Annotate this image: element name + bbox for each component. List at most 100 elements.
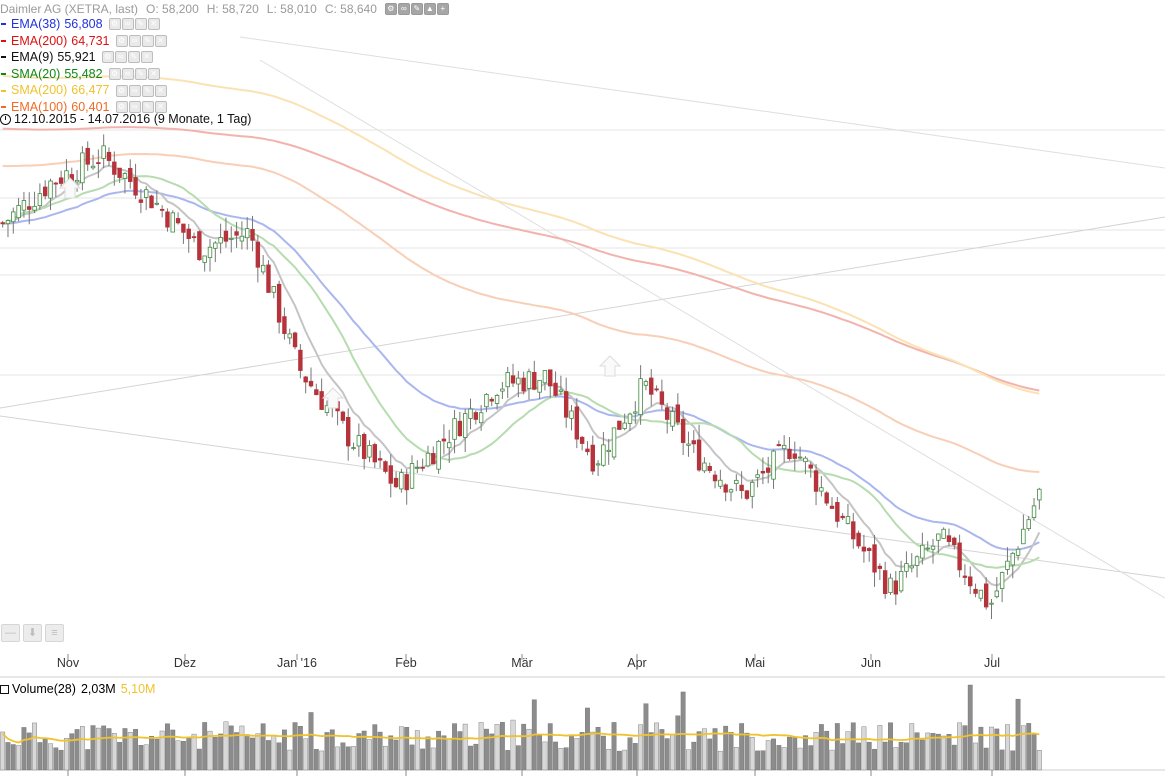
legend-controls[interactable]: ⚙ ∞ ✎ ✕: [115, 34, 167, 47]
candle-body: [218, 237, 223, 244]
arrow-marker: [58, 177, 82, 199]
delete-icon[interactable]: ✕: [140, 51, 153, 64]
candle-body: [383, 461, 388, 472]
indicator-line: [2, 175, 1040, 569]
menu-icon[interactable]: ≡: [45, 624, 64, 642]
edit-icon[interactable]: ✎: [134, 18, 147, 31]
candle-body: [994, 590, 1000, 598]
volume-bar: [117, 742, 123, 771]
volume-bar: [962, 725, 968, 771]
candle-body: [606, 449, 611, 452]
candle-body: [340, 411, 346, 421]
minus-icon[interactable]: —: [1, 624, 20, 642]
candle-body: [1015, 548, 1021, 556]
legend-controls[interactable]: ⚙ ∞ ✎ ✕: [115, 84, 167, 97]
volume-bar: [372, 724, 378, 771]
header-controls[interactable]: ⚙ ∞ ✎ ▲ +: [384, 2, 449, 15]
link-icon[interactable]: ∞: [128, 101, 141, 114]
candle-body: [712, 474, 718, 482]
volume-bar: [872, 748, 877, 771]
candle-body: [90, 165, 96, 169]
candle-body: [851, 521, 856, 540]
legend-controls[interactable]: ⚙ ∞ ✎ ✕: [108, 18, 160, 31]
volume-bar: [207, 730, 213, 771]
candle-body: [298, 349, 303, 371]
volume-bar: [356, 733, 362, 771]
candle-body: [590, 444, 595, 472]
move-up-icon[interactable]: ▲: [423, 2, 436, 15]
volume-bar: [904, 742, 909, 771]
candle-body: [781, 444, 787, 450]
edit-icon[interactable]: ✎: [141, 34, 154, 47]
settings-icon[interactable]: ⚙: [108, 18, 121, 31]
candle-body: [260, 264, 266, 273]
volume-bar: [765, 740, 771, 771]
delete-icon[interactable]: ✕: [154, 101, 167, 114]
candle-body: [617, 420, 622, 430]
volume-bar: [143, 744, 149, 771]
settings-icon[interactable]: ⚙: [115, 34, 128, 47]
legend-color-swatch: [1, 23, 6, 26]
open-value: O: 58,200: [146, 1, 199, 16]
volume-bar: [983, 747, 989, 771]
link-icon[interactable]: ∞: [128, 84, 141, 97]
link-icon[interactable]: ∞: [121, 68, 134, 81]
volume-bar: [856, 742, 861, 771]
x-tick-label: Mai: [745, 656, 765, 670]
candle-body: [292, 332, 298, 348]
settings-icon[interactable]: ⚙: [384, 2, 397, 15]
legend-controls[interactable]: ⚙ ∞ ✎ ✕: [115, 101, 167, 114]
candle-body: [250, 229, 255, 241]
delete-icon[interactable]: ✕: [147, 68, 160, 81]
delete-icon[interactable]: ✕: [147, 18, 160, 31]
volume-bar: [717, 750, 723, 771]
candle-body: [819, 487, 824, 492]
legend-color-swatch: [1, 56, 6, 59]
candle-body: [101, 145, 106, 159]
link-icon[interactable]: ∞: [397, 2, 410, 15]
link-icon[interactable]: ∞: [128, 34, 141, 47]
volume-label: Volume(28): [12, 682, 76, 696]
volume-bar: [64, 737, 69, 771]
link-icon[interactable]: ∞: [114, 51, 127, 64]
candle-body: [207, 246, 213, 259]
x-tick-label: Jan '16: [277, 656, 317, 670]
delete-icon[interactable]: ✕: [154, 34, 167, 47]
candle-body: [532, 371, 537, 390]
candle-body: [649, 377, 654, 395]
edit-icon[interactable]: ✎: [410, 2, 423, 15]
add-icon[interactable]: +: [436, 2, 449, 15]
volume-bar: [271, 734, 277, 771]
edit-icon[interactable]: ✎: [141, 101, 154, 114]
link-icon[interactable]: ∞: [121, 18, 134, 31]
candle-body: [840, 515, 845, 519]
settings-icon[interactable]: ⚙: [115, 101, 128, 114]
legend-controls[interactable]: ⚙ ∞ ✎ ✕: [108, 68, 160, 81]
candle-body: [787, 448, 792, 460]
candle-body: [654, 388, 659, 391]
volume-bar: [101, 725, 107, 771]
candle-body: [776, 444, 782, 447]
volume-bar: [218, 733, 224, 771]
candle-body: [537, 379, 542, 393]
volume-bar: [414, 730, 420, 771]
settings-icon[interactable]: ⚙: [108, 68, 121, 81]
volume-bar: [818, 724, 824, 771]
volume-bar: [749, 736, 755, 771]
candle-body: [346, 416, 351, 447]
volume-bar: [930, 733, 936, 771]
edit-icon[interactable]: ✎: [141, 84, 154, 97]
candle-body: [728, 489, 734, 493]
legend-indicator-value: 60,401: [71, 99, 110, 114]
legend-controls[interactable]: ⚙ ∞ ✎ ✕: [101, 51, 153, 64]
download-icon[interactable]: ⬇: [23, 624, 42, 642]
edit-icon[interactable]: ✎: [134, 68, 147, 81]
volume-bar: [898, 741, 904, 771]
settings-icon[interactable]: ⚙: [101, 51, 114, 64]
delete-icon[interactable]: ✕: [154, 84, 167, 97]
candle-body: [957, 542, 962, 571]
candle-body: [670, 411, 675, 427]
settings-icon[interactable]: ⚙: [115, 84, 128, 97]
edit-icon[interactable]: ✎: [127, 51, 140, 64]
candle-body: [32, 205, 37, 211]
